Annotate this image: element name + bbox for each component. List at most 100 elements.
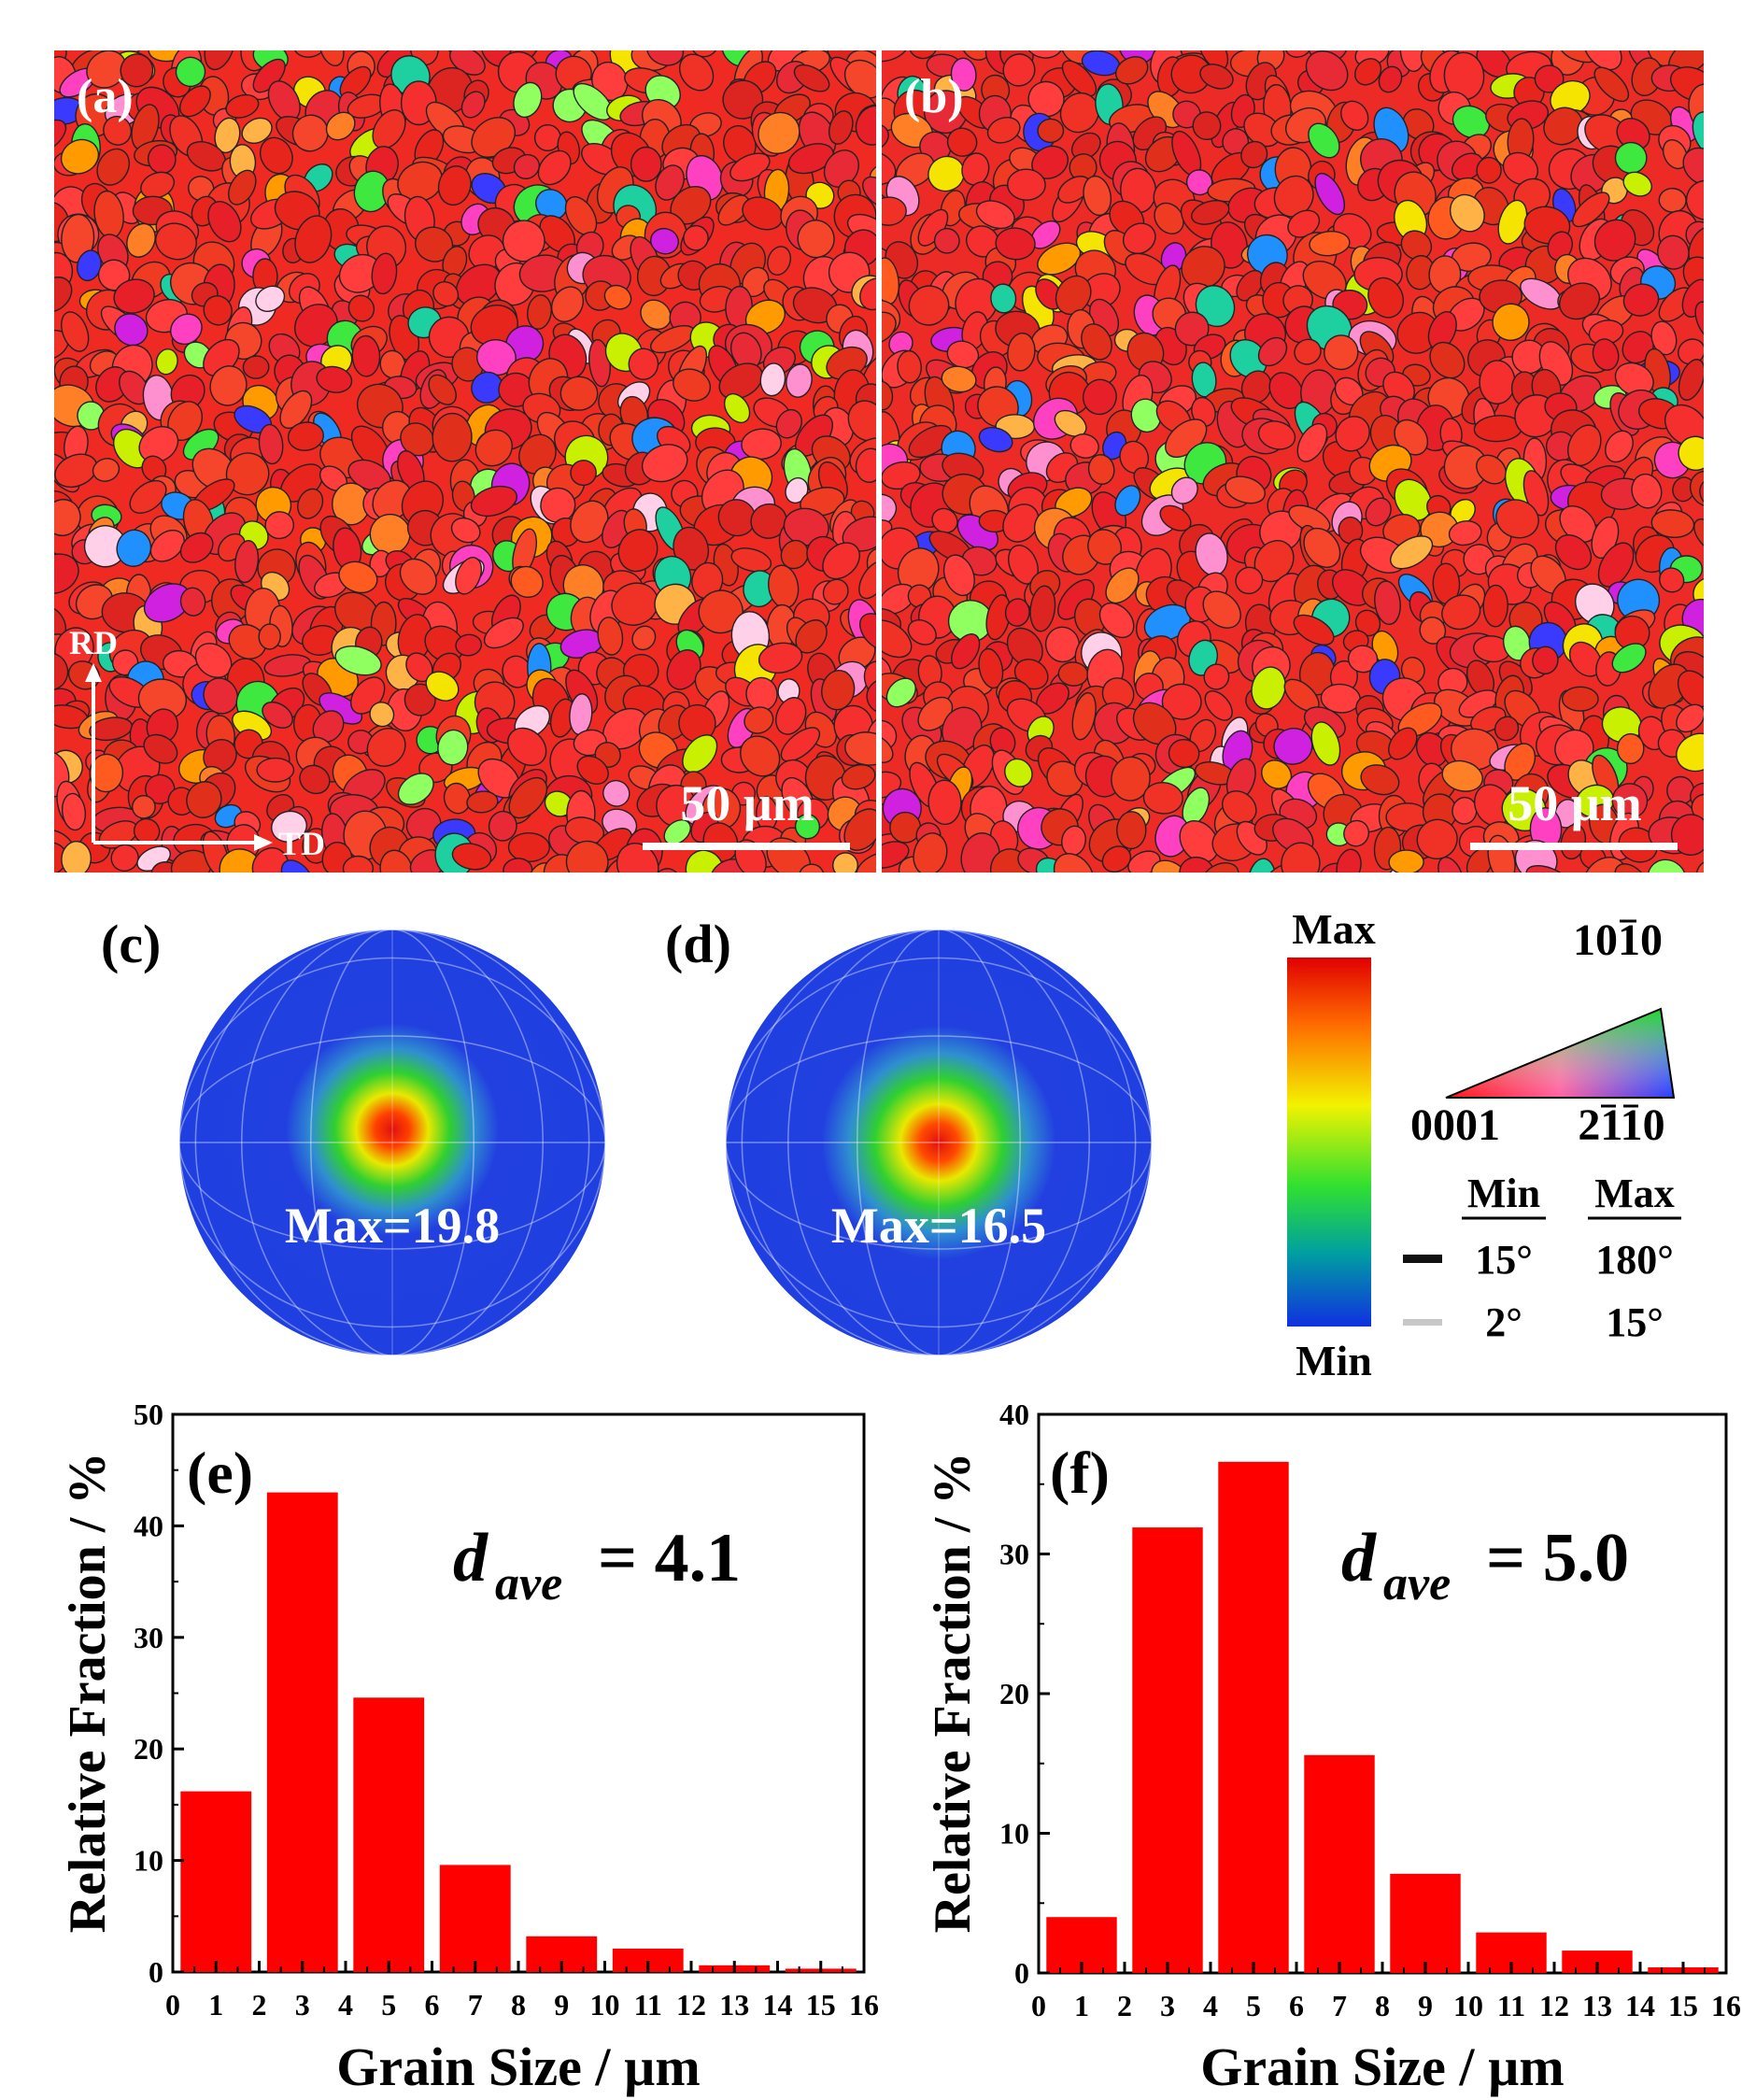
x-tick-label: 2 <box>1117 1989 1132 2022</box>
grain <box>882 311 897 346</box>
grain <box>821 670 856 711</box>
grain <box>641 444 688 483</box>
y-tick-label: 0 <box>1014 1956 1029 1990</box>
grain <box>882 619 913 659</box>
grain <box>149 529 185 562</box>
grain <box>262 701 293 729</box>
grain <box>1179 820 1220 863</box>
grain <box>1416 818 1458 859</box>
grain <box>841 763 876 790</box>
colorbar-gradient <box>1287 958 1371 1327</box>
grain <box>129 479 167 514</box>
grain <box>1554 533 1593 571</box>
grain <box>110 844 139 872</box>
panel-label-c: (c) <box>101 914 161 974</box>
grain <box>1336 848 1362 873</box>
x-tick-label: 10 <box>1453 1989 1483 2022</box>
latitude-line <box>725 1035 1153 1250</box>
grain <box>678 53 715 92</box>
chart-e-x-ticks: 0 1 2 3 4 5 6 7 8 9 10 11 12 13 14 15 16 <box>165 1961 879 2022</box>
grain <box>855 447 876 483</box>
grain <box>279 390 313 430</box>
grain <box>882 380 894 411</box>
grain <box>1192 111 1222 141</box>
grain <box>287 421 324 451</box>
grain <box>650 227 679 255</box>
grain <box>1314 172 1346 216</box>
grain <box>1476 454 1508 485</box>
grain <box>856 851 876 873</box>
grain <box>1360 764 1400 796</box>
grain <box>882 149 897 186</box>
grain <box>1061 60 1098 97</box>
grain <box>730 547 772 573</box>
chart-e-annotation-sub: ave <box>495 1557 562 1610</box>
grain <box>1695 860 1704 873</box>
grain <box>432 280 460 307</box>
grain <box>1116 811 1147 850</box>
grain <box>455 263 503 306</box>
grain <box>1142 781 1183 815</box>
grain <box>1114 485 1141 517</box>
grain <box>54 553 79 594</box>
x-tick-label: 7 <box>468 1988 483 2022</box>
chart-f-annotation-d: d <box>1341 1520 1377 1596</box>
grain <box>425 671 460 702</box>
grain <box>630 146 662 182</box>
longitude-line <box>309 929 475 1356</box>
longitude-line <box>856 929 1022 1356</box>
sample-axes: RD TD <box>69 624 325 862</box>
grain <box>1647 858 1687 873</box>
grain <box>961 152 990 186</box>
grain <box>882 196 907 226</box>
chart-f-bars <box>1046 1461 1719 1973</box>
grain <box>351 334 381 377</box>
grain <box>780 727 821 762</box>
grain <box>1492 303 1530 342</box>
chart-f-annotation-value: = 5.0 <box>1486 1520 1629 1596</box>
grain <box>942 554 975 597</box>
latitude-line <box>725 957 1153 1328</box>
grain <box>256 757 295 783</box>
x-tick-label: 8 <box>1375 1989 1390 2022</box>
grain <box>978 647 1004 689</box>
grain <box>1081 323 1112 361</box>
grain <box>455 633 483 657</box>
grain <box>294 215 333 263</box>
grain <box>155 222 197 261</box>
grain <box>437 729 469 766</box>
grain <box>471 371 503 404</box>
longitude-line <box>194 929 590 1356</box>
grain <box>1201 862 1239 873</box>
x-tick-label: 9 <box>1418 1989 1433 2022</box>
grain <box>120 53 154 88</box>
grain <box>1236 269 1264 302</box>
rd-label: RD <box>69 624 118 661</box>
grain <box>775 408 802 439</box>
grain <box>460 91 486 119</box>
grain <box>550 286 585 322</box>
grain <box>1441 759 1483 792</box>
grain <box>570 460 597 487</box>
grain <box>1534 64 1565 93</box>
grain <box>1494 716 1520 742</box>
bar-3 <box>1132 1527 1203 1973</box>
scale-bar-a: 50 µm <box>643 775 850 850</box>
grain <box>897 349 922 384</box>
map-b-grains <box>882 50 1704 873</box>
grain <box>1614 362 1654 397</box>
grain <box>1284 50 1313 58</box>
latitude-line <box>178 1035 606 1250</box>
x-tick-label: 8 <box>511 1988 526 2022</box>
grain <box>1101 845 1132 873</box>
grain <box>1611 643 1647 674</box>
grain <box>743 706 774 734</box>
x-tick-label: 15 <box>1668 1989 1698 2022</box>
grain <box>338 560 378 594</box>
grain <box>228 623 267 660</box>
grain <box>1678 359 1704 401</box>
longitude-line <box>741 929 1137 1356</box>
x-tick-label: 4 <box>338 1988 353 2022</box>
grain <box>470 485 517 518</box>
